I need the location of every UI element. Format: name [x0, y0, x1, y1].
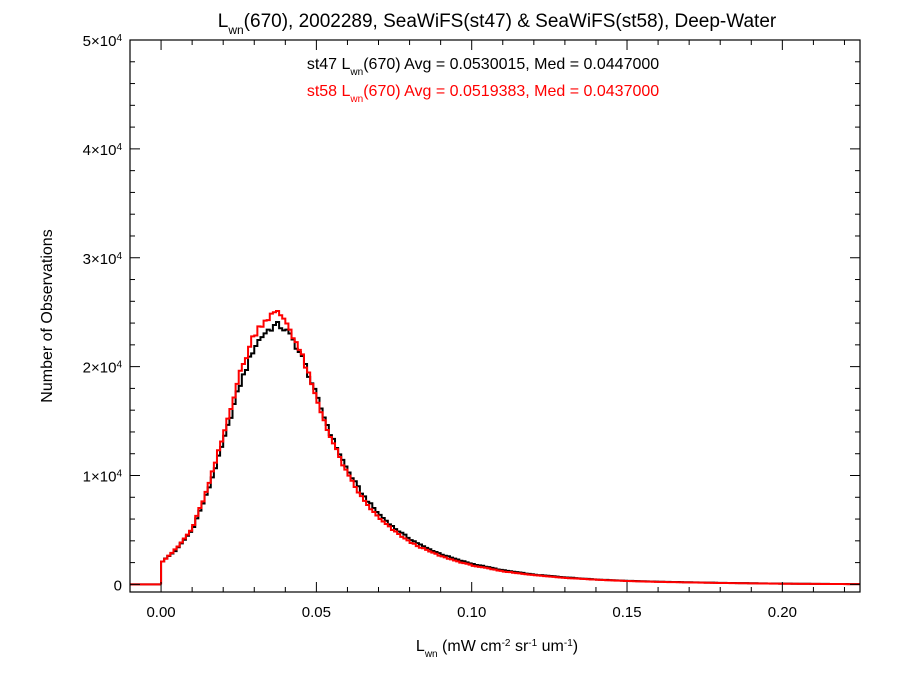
title-subscript: wn — [227, 23, 243, 37]
y-tick-mantissa: 2×10 — [83, 360, 117, 377]
annotation-st58-subscript: wn — [349, 94, 363, 105]
x-axis-label-part4: ) — [573, 638, 578, 655]
annotation-st58-prefix: st58 L — [307, 83, 351, 100]
chart-title: Lwn(670), 2002289, SeaWiFS(st47) & SeaWi… — [218, 11, 777, 37]
x-axis-label-part2: sr — [511, 638, 529, 655]
y-tick-exponent: 4 — [116, 141, 122, 152]
x-axis-label-sup1: -2 — [502, 638, 511, 649]
series-layer — [130, 310, 860, 586]
y-tick-label: 1×104 — [83, 468, 123, 486]
x-axis-label-part3: um — [537, 638, 564, 655]
title-rest: (670), 2002289, SeaWiFS(st47) & SeaWiFS(… — [244, 11, 777, 32]
y-tick-mantissa: 1×10 — [83, 469, 117, 486]
series-st58-histogram — [160, 310, 860, 586]
annotation-st58: st58 Lwn(670) Avg = 0.0519383, Med = 0.0… — [307, 83, 659, 105]
y-tick-label: 0 — [114, 577, 122, 594]
y-tick-exponent: 4 — [116, 359, 122, 370]
y-tick-label: 5×104 — [83, 33, 123, 51]
y-tick-exponent: 4 — [116, 468, 122, 479]
annotation-st47: st47 Lwn(670) Avg = 0.0530015, Med = 0.0… — [307, 56, 659, 78]
y-tick-label: 2×104 — [83, 359, 123, 377]
x-tick-label: 0.05 — [302, 604, 331, 621]
y-tick-mantissa: 5×10 — [83, 33, 117, 50]
annotation-st47-subscript: wn — [349, 67, 363, 78]
y-tick-exponent: 4 — [116, 33, 122, 44]
y-tick-mantissa: 4×10 — [83, 142, 117, 159]
annotation-st58-stats: (670) Avg = 0.0519383, Med = 0.0437000 — [363, 83, 659, 100]
x-axis-label-sub: wn — [424, 649, 438, 660]
y-tick-label: 3×104 — [83, 250, 123, 268]
x-tick-label: 0.10 — [457, 604, 486, 621]
x-axis-label-sup2: -1 — [528, 638, 537, 649]
y-tick-label: 4×104 — [83, 141, 123, 159]
series-st47-histogram — [160, 320, 860, 586]
y-tick-exponent: 4 — [116, 250, 122, 261]
x-axis-label-main: L — [416, 638, 425, 655]
y-axis-label: Number of Observations — [39, 229, 56, 402]
annotation-st47-prefix: st47 L — [307, 56, 351, 73]
y-tick-mantissa: 3×10 — [83, 251, 117, 268]
ticks-layer: 0.00 0.05 0.10 0.15 0.2001×1042×1043×1044×10… — [83, 33, 860, 621]
plot-frame — [129, 39, 861, 593]
x-axis-label-part1: (mW cm — [438, 638, 502, 655]
x-axis-label-sup3: -1 — [564, 638, 573, 649]
x-tick-label: 0.15 — [612, 604, 641, 621]
x-axis-label: Lwn (mW cm-2 sr-1 um-1) — [416, 638, 578, 660]
x-tick-label: 0.20 — [768, 604, 797, 621]
y-tick-mantissa: 0 — [114, 577, 122, 594]
x-tick-label: 0.00 — [146, 604, 175, 621]
annotation-st47-stats: (670) Avg = 0.0530015, Med = 0.0447000 — [363, 56, 659, 73]
title-main: L — [218, 11, 229, 32]
